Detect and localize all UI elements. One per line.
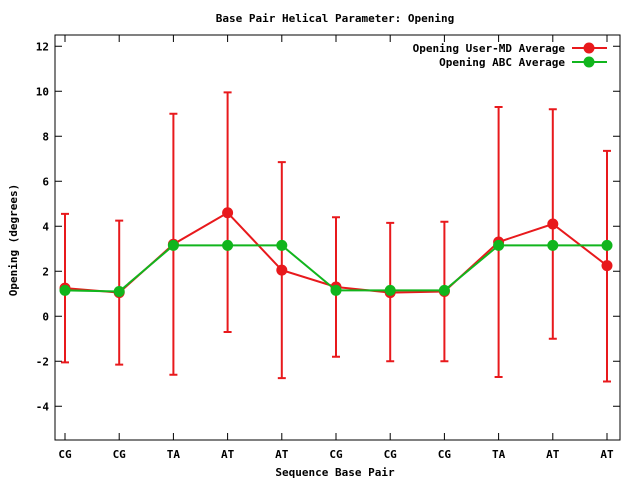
user-md-point — [601, 260, 613, 272]
y-tick-label: 2 — [42, 265, 49, 278]
y-tick-label: -2 — [36, 355, 49, 368]
plot-frame — [54, 34, 621, 441]
x-tick-label: CG — [329, 448, 343, 461]
x-tick-label: CG — [384, 448, 398, 461]
series-abc — [59, 239, 613, 297]
y-axis: -4 -2 0 2 4 6 8 10 12 — [36, 40, 620, 413]
x-tick-label: AT — [221, 448, 235, 461]
y-axis-label: Opening (degrees) — [7, 184, 20, 297]
abc-point — [601, 239, 613, 251]
y-tick-label: 10 — [36, 85, 49, 98]
y-tick-label: 4 — [42, 220, 49, 233]
series-layer — [59, 91, 613, 383]
y-tick-label: 12 — [36, 40, 49, 53]
y-tick-label: -4 — [36, 400, 50, 413]
user-md-point — [276, 264, 288, 276]
chart-title: Base Pair Helical Parameter: Opening — [216, 12, 454, 25]
x-axis: CG CG TA AT AT CG CG CG TA AT AT — [58, 35, 614, 461]
x-tick-label: AT — [275, 448, 289, 461]
x-tick-label: TA — [492, 448, 506, 461]
abc-point — [276, 239, 288, 251]
legend-swatch-point — [583, 56, 595, 68]
user-md-point — [222, 207, 234, 219]
x-tick-label: TA — [167, 448, 181, 461]
x-tick-label: CG — [113, 448, 127, 461]
user-md-point — [547, 218, 559, 230]
legend-label: Opening ABC Average — [439, 56, 565, 69]
abc-point — [384, 284, 396, 296]
legend-label: Opening User-MD Average — [413, 42, 566, 55]
abc-point — [167, 239, 179, 251]
abc-point — [59, 284, 71, 296]
abc-point — [113, 286, 125, 297]
legend-swatch-point — [583, 42, 595, 54]
y-tick-label: 6 — [42, 175, 49, 188]
x-tick-label: AT — [600, 448, 614, 461]
series-user-md — [59, 91, 613, 383]
abc-point — [222, 239, 234, 251]
x-tick-label: AT — [546, 448, 560, 461]
y-tick-label: 0 — [42, 310, 49, 323]
abc-point — [493, 239, 505, 251]
abc-point — [330, 284, 342, 296]
x-tick-label: CG — [438, 448, 452, 461]
abc-point — [547, 239, 559, 251]
x-tick-label: CG — [58, 448, 72, 461]
y-tick-label: 8 — [42, 130, 49, 143]
x-axis-label: Sequence Base Pair — [275, 466, 395, 479]
abc-point — [438, 284, 450, 296]
